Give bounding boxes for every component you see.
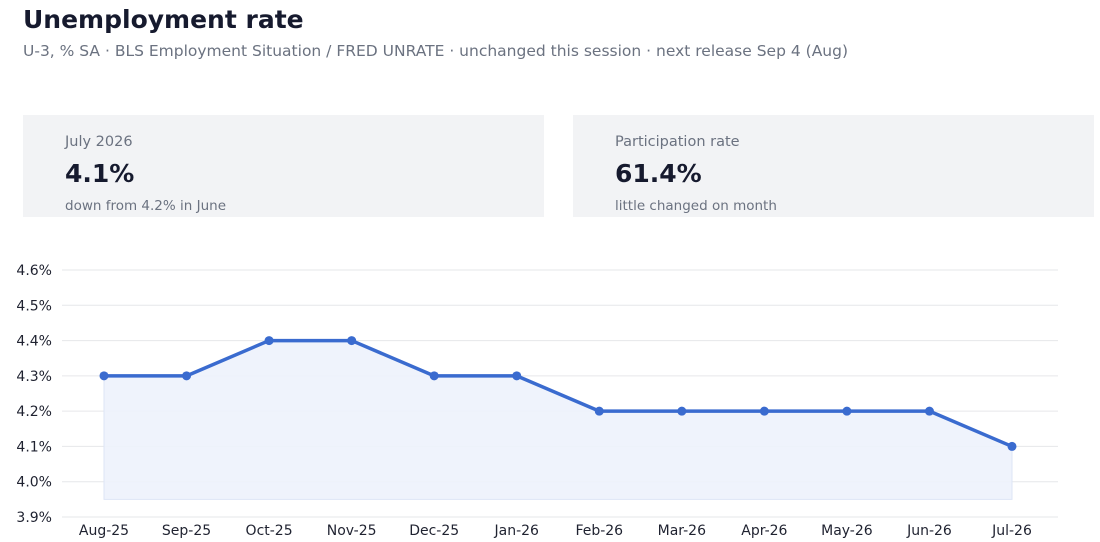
data-point (1007, 441, 1017, 451)
data-point (759, 406, 769, 416)
y-tick-label: 4.3% (16, 369, 52, 385)
x-tick-label: Jun-26 (906, 523, 952, 539)
x-tick-label: Dec-25 (409, 523, 459, 539)
y-tick-label: 4.5% (16, 298, 52, 314)
series-line (102, 338, 1014, 449)
x-tick-label: Apr-26 (741, 523, 787, 539)
y-tick-label: 4.1% (16, 439, 52, 455)
data-point (842, 406, 852, 416)
y-tick-label: 4.4% (16, 334, 52, 350)
stat-card-note: little changed on month (615, 198, 777, 214)
y-tick-label: 4.0% (16, 475, 52, 491)
page-title: Unemployment rate (23, 5, 304, 34)
stat-card-latest: July 2026 4.1% down from 4.2% in June (23, 115, 544, 217)
x-tick-label: Jul-26 (991, 523, 1032, 539)
data-point (677, 406, 687, 416)
data-point (924, 406, 934, 416)
x-tick-label: Nov-25 (327, 523, 377, 539)
x-tick-label: Sep-25 (162, 523, 211, 539)
data-point (347, 336, 357, 346)
stat-card-value: 61.4% (615, 159, 702, 188)
x-tick-label: Jan-26 (494, 523, 540, 539)
x-tick-label: Mar-26 (658, 523, 706, 539)
page-subtitle: U-3, % SA · BLS Employment Situation / F… (23, 42, 849, 60)
stat-card-note: down from 4.2% in June (65, 198, 227, 214)
stat-card-value: 4.1% (65, 159, 135, 188)
y-tick-label: 3.9% (16, 510, 52, 526)
data-point (512, 371, 522, 381)
series-area (103, 340, 1013, 500)
y-tick-label: 4.2% (16, 404, 52, 420)
x-tick-label: Oct-25 (246, 523, 293, 539)
stat-card-label: Participation rate (615, 134, 740, 150)
data-point (594, 406, 604, 416)
stat-card-label: July 2026 (65, 134, 133, 150)
data-point (182, 371, 192, 381)
y-tick-label: 4.6% (16, 263, 52, 279)
x-tick-label: Aug-25 (79, 523, 129, 539)
x-tick-label: May-26 (821, 523, 873, 539)
data-point (99, 371, 109, 381)
x-tick-label: Feb-26 (575, 523, 623, 539)
data-point (429, 371, 439, 381)
data-point (264, 336, 274, 346)
stat-card-participation: Participation rate 61.4% little changed … (573, 115, 1094, 217)
